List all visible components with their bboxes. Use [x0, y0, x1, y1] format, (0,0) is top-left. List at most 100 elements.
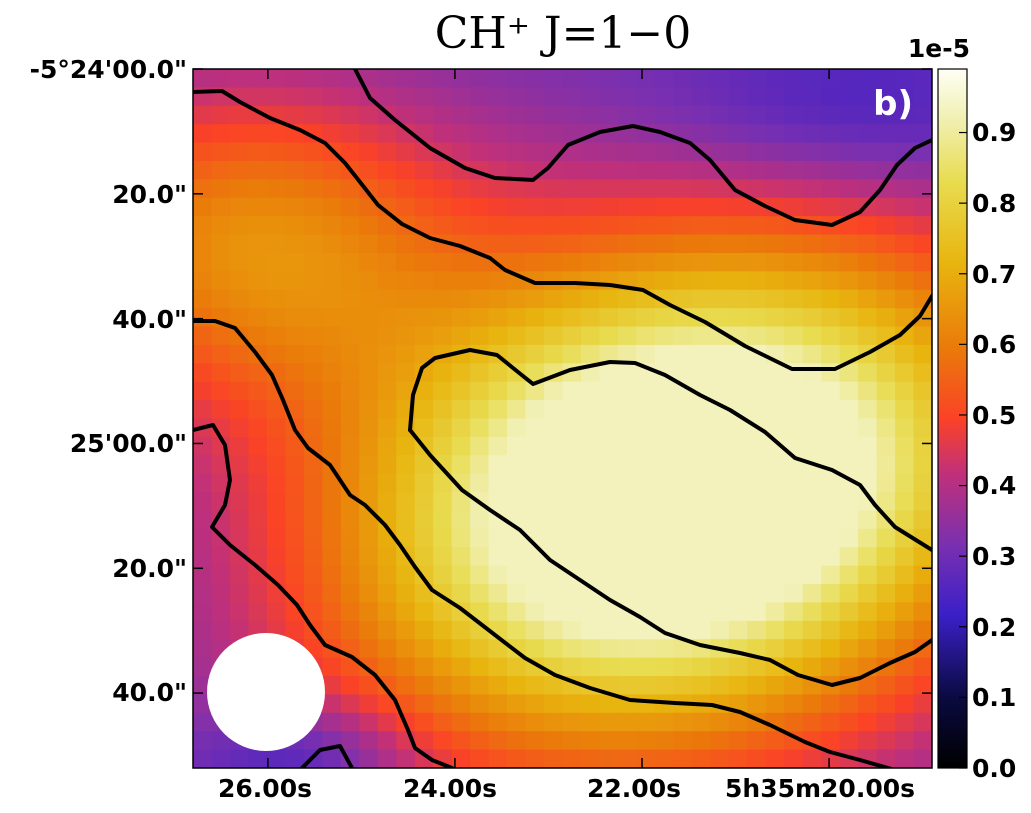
heatmap-cell — [580, 252, 601, 272]
heatmap-cell — [784, 547, 804, 567]
heatmap-cell — [525, 216, 545, 236]
heatmap-cell — [340, 69, 360, 88]
heatmap-cell — [266, 124, 286, 144]
heatmap-cell — [322, 124, 342, 144]
heatmap-cell — [580, 179, 601, 199]
heatmap-cell — [839, 547, 859, 567]
heatmap-cell — [451, 69, 471, 88]
heatmap-cell — [470, 657, 490, 677]
heatmap-cell — [710, 528, 730, 548]
heatmap-cell — [821, 712, 841, 732]
heatmap-cell — [895, 216, 915, 236]
heatmap-cell — [636, 455, 656, 475]
x-tick-label: 22.00s — [587, 774, 681, 803]
heatmap-cell — [266, 252, 286, 272]
heatmap-cell — [654, 326, 674, 346]
heatmap-cell — [802, 565, 822, 585]
heatmap-cell — [451, 584, 471, 604]
colorbar-ticks — [959, 131, 967, 769]
heatmap-cell — [821, 344, 841, 364]
heatmap-cell — [451, 124, 471, 144]
heatmap-cell — [691, 252, 711, 272]
heatmap-cell — [562, 657, 582, 677]
heatmap-cell — [266, 69, 286, 88]
heatmap-cell — [303, 418, 323, 438]
heatmap-cell — [396, 455, 416, 475]
heatmap-cell — [673, 234, 693, 254]
heatmap-cell — [396, 252, 416, 272]
heatmap-cell — [765, 639, 785, 659]
heatmap-cell — [285, 381, 305, 401]
heatmap-cell — [340, 602, 360, 622]
heatmap-cell — [858, 252, 878, 272]
heatmap-cell — [507, 400, 527, 420]
heatmap-cell — [821, 160, 841, 180]
heatmap-cell — [636, 657, 656, 677]
heatmap-cell — [728, 676, 748, 696]
heatmap-cell — [488, 197, 508, 217]
heatmap-cell — [710, 492, 730, 512]
heatmap-cell — [710, 124, 730, 144]
heatmap-cell — [913, 344, 932, 364]
heatmap-cell — [359, 455, 379, 475]
heatmap-cell — [673, 584, 693, 604]
heatmap-cell — [599, 216, 619, 236]
heatmap-cell — [562, 160, 582, 180]
heatmap-cell — [913, 124, 932, 144]
heatmap-cell — [470, 528, 490, 548]
colorbar-gradient — [937, 68, 968, 769]
heatmap-cell — [285, 749, 305, 768]
heatmap-cell — [544, 584, 564, 604]
heatmap-cell — [876, 381, 896, 401]
heatmap-cell — [895, 381, 915, 401]
heatmap-cell — [211, 565, 231, 585]
heatmap-cell — [303, 528, 323, 548]
heatmap-cell — [599, 252, 619, 272]
heatmap-cell — [322, 602, 342, 622]
heatmap-cell — [636, 712, 656, 732]
heatmap-cell — [673, 473, 693, 493]
heatmap-cell — [895, 565, 915, 585]
heatmap-cell — [895, 602, 915, 622]
heatmap-cell — [913, 436, 932, 456]
heatmap-cell — [359, 418, 379, 438]
heatmap-cell — [359, 308, 379, 328]
heatmap-cell — [784, 694, 804, 714]
heatmap-cell — [525, 400, 545, 420]
heatmap-cell — [470, 749, 490, 768]
heatmap-cell — [377, 418, 397, 438]
heatmap-cell — [691, 289, 711, 309]
heatmap-cell — [229, 436, 250, 456]
heatmap-cell — [876, 400, 896, 420]
heatmap-cell — [525, 694, 545, 714]
contour-line — [193, 423, 454, 768]
heatmap-cell — [765, 676, 785, 696]
heatmap-cell — [691, 363, 711, 383]
heatmap-cell — [895, 234, 915, 254]
heatmap-cell — [654, 565, 674, 585]
heatmap-cell — [193, 197, 213, 217]
heatmap-cell — [525, 492, 545, 512]
heatmap-cell — [784, 676, 804, 696]
heatmap-cell — [673, 436, 693, 456]
heatmap-cell — [322, 565, 342, 585]
heatmap-cell — [654, 676, 674, 696]
heatmap-cell — [858, 400, 878, 420]
x-axis-ticks — [267, 69, 830, 768]
heatmap-cell — [599, 289, 619, 309]
heatmap-cell — [285, 69, 305, 88]
heatmap-cell — [433, 105, 453, 125]
heatmap-cell — [821, 731, 841, 751]
heatmap-cell — [673, 69, 693, 88]
heatmap-cell — [728, 197, 748, 217]
heatmap-cell — [654, 473, 674, 493]
heatmap-cell — [691, 676, 711, 696]
heatmap-cell — [821, 584, 841, 604]
heatmap-cell — [248, 436, 268, 456]
heatmap-cell — [414, 694, 434, 714]
heatmap-cell — [580, 510, 601, 530]
heatmap-cell — [839, 289, 859, 309]
heatmap-cell — [839, 308, 859, 328]
heatmap-cell — [525, 363, 545, 383]
heatmap-cell — [821, 473, 841, 493]
